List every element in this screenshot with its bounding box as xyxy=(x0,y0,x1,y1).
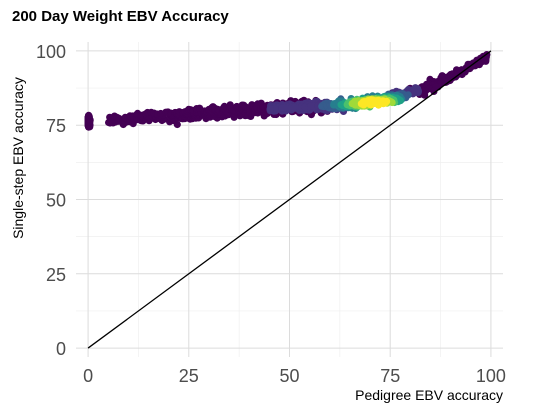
scatter-point xyxy=(85,111,93,119)
scatter-point xyxy=(430,87,438,95)
x-tick-label: 100 xyxy=(476,366,506,386)
y-tick-label: 100 xyxy=(36,42,66,62)
y-tick-labels: 0 25 50 75 100 xyxy=(36,42,66,359)
y-tick-label: 75 xyxy=(46,116,66,136)
x-tick-label: 25 xyxy=(179,366,199,386)
scatter-points xyxy=(84,51,491,131)
x-axis-label: Pedigree EBV accuracy xyxy=(355,387,503,403)
scatter-point xyxy=(266,105,274,113)
scatter-point xyxy=(371,99,379,107)
scatter-point xyxy=(226,101,234,109)
chart-title: 200 Day Weight EBV Accuracy xyxy=(12,8,229,25)
x-tick-label: 0 xyxy=(83,366,93,386)
reference-line xyxy=(87,50,492,349)
y-tick-label: 0 xyxy=(56,339,66,359)
y-tick-label: 25 xyxy=(46,265,66,285)
reference-line-layer xyxy=(87,50,492,349)
y-axis-label: Single-step EBV accuracy xyxy=(10,77,26,239)
y-tick-label: 50 xyxy=(46,191,66,211)
x-tick-label: 75 xyxy=(380,366,400,386)
x-tick-labels: 0 25 50 75 100 xyxy=(83,366,506,386)
scatter-point xyxy=(377,99,385,107)
x-tick-label: 50 xyxy=(279,366,299,386)
scatter-point xyxy=(365,97,373,105)
scatter-point xyxy=(359,99,367,107)
